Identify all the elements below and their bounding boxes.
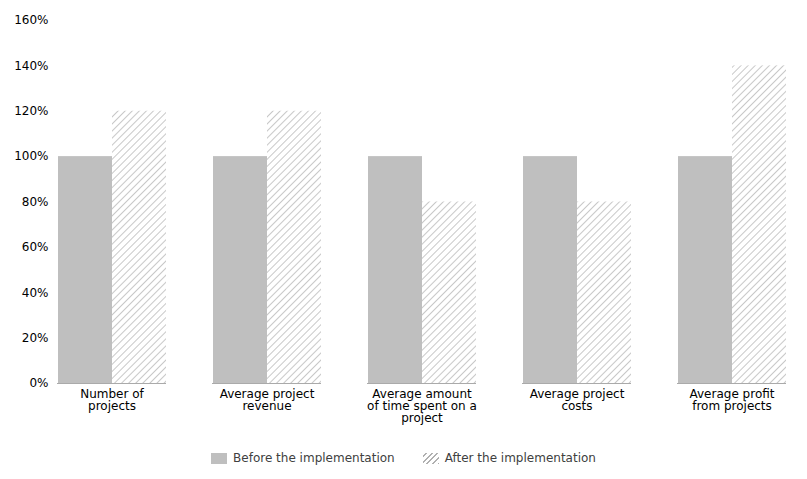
svg-text:120%: 120%	[14, 104, 48, 118]
svg-text:Average profitfrom projects: Average profitfrom projects	[690, 387, 775, 413]
svg-text:80%: 80%	[22, 195, 49, 209]
svg-text:Average projectrevenue: Average projectrevenue	[220, 387, 315, 413]
html-text:After the implementation: After the implementation	[444, 451, 596, 465]
svg-text:40%: 40%	[22, 286, 49, 300]
svg-text:20%: 20%	[22, 331, 49, 345]
svg-text:100%: 100%	[14, 149, 48, 163]
svg-text:140%: 140%	[14, 59, 48, 73]
svg-text:Average projectcosts: Average projectcosts	[530, 387, 625, 413]
html-text:Before the implementation: Before the implementation	[233, 451, 395, 465]
svg-text:0%: 0%	[29, 376, 48, 390]
svg-text:Number ofprojects: Number ofprojects	[80, 387, 144, 413]
svg-text:Average amountof time spent on: Average amountof time spent on aproject	[367, 387, 477, 425]
svg-text:160%: 160%	[14, 13, 48, 27]
svg-text:60%: 60%	[22, 240, 49, 254]
